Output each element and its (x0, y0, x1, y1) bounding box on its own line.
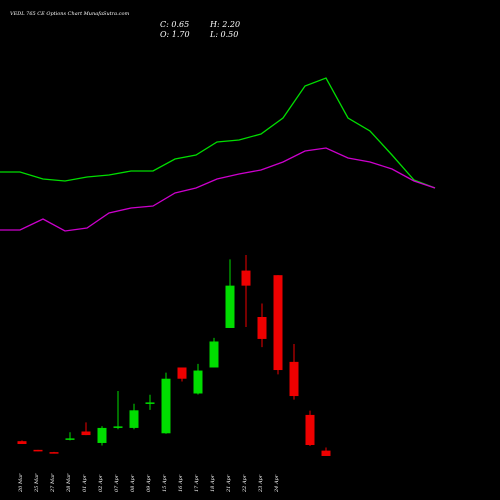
x-tick-label: 16 Apr (178, 474, 184, 492)
candle (161, 372, 171, 434)
candle-body (225, 285, 235, 328)
close-readout: C: 0.65 (160, 20, 189, 29)
indicator-lines (0, 77, 436, 232)
x-tick-label: 23 Apr (258, 474, 264, 493)
x-tick-label: 27 Mar (50, 473, 56, 493)
x-tick-label: 07 Apr (114, 474, 120, 492)
candle-body (193, 370, 203, 394)
x-tick-label: 20 Mar (18, 473, 24, 493)
indicator-line-2 (0, 147, 436, 232)
candle-body (17, 441, 27, 444)
candle (289, 344, 299, 400)
candle (65, 432, 75, 441)
candle-body (113, 426, 123, 428)
candle (193, 363, 203, 395)
x-tick-label: 01 Apr (82, 474, 88, 492)
x-tick-label: 28 Mar (66, 473, 72, 493)
candle (145, 394, 155, 410)
candle (241, 255, 251, 327)
candle-body (209, 341, 219, 368)
candle-body (305, 414, 315, 446)
candles (17, 255, 331, 456)
x-tick-label: 09 Apr (146, 474, 152, 492)
candle (97, 426, 107, 446)
candle (129, 403, 139, 430)
candle-body (129, 410, 139, 428)
low-readout: L: 0.50 (209, 30, 238, 39)
candle-body (321, 450, 331, 456)
candle (257, 303, 267, 348)
chart-title: VEDL 765 CE Options Chart MunafaSutra.co… (10, 11, 129, 17)
open-readout: O: 1.70 (160, 30, 190, 39)
candle (49, 451, 59, 454)
candle (177, 367, 187, 382)
candle (225, 259, 235, 328)
candle-body (289, 361, 299, 397)
candle-body (33, 449, 43, 452)
candle-body (97, 427, 107, 443)
x-tick-label: 17 Apr (194, 474, 200, 492)
x-axis-ticks: 20 Mar 25 Mar 27 Mar 28 Mar 01 Apr 02 Apr 07 A… (18, 473, 280, 493)
x-tick-label: 02 Apr (98, 474, 104, 492)
x-tick-label: 22 Apr (242, 474, 248, 493)
candle-body (177, 367, 187, 379)
candle-body (257, 317, 267, 339)
candle-body (65, 438, 75, 440)
x-tick-label: 25 Mar (34, 473, 40, 493)
candle (209, 337, 219, 368)
x-tick-label: 24 Apr (274, 474, 280, 493)
candle (305, 410, 315, 447)
candle (33, 449, 43, 452)
candle (273, 275, 283, 375)
candle (321, 447, 331, 456)
x-tick-label: 21 Apr (226, 474, 232, 493)
x-tick-label: 08 Apr (130, 474, 136, 492)
candle-body (145, 402, 155, 404)
indicator-line-1 (0, 77, 436, 189)
candle-body (273, 275, 283, 371)
candle (17, 440, 27, 444)
candle-body (49, 452, 59, 454)
candle (81, 422, 91, 436)
high-readout: H: 2.20 (209, 20, 240, 29)
candle-body (241, 270, 251, 286)
x-tick-label: 15 Apr (162, 474, 168, 492)
x-tick-label: 18 Apr (210, 474, 216, 492)
candle-body (161, 378, 171, 434)
candle-body (81, 431, 91, 436)
candle (113, 390, 123, 430)
